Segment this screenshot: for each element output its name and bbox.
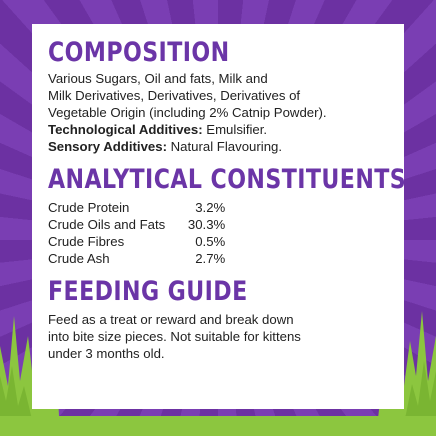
constituent-value: 30.3% [187, 217, 226, 232]
analytical-constituents-heading: ANALYTICAL CONSTITUENTS [48, 164, 407, 195]
composition-heading: COMPOSITION [48, 37, 230, 68]
sensory-additives-line: Sensory Additives: Natural Flavouring. [48, 138, 388, 155]
sensory-additives-value: Natural Flavouring. [166, 139, 283, 154]
table-row: Crude Protein 3.2% [48, 199, 225, 216]
constituent-value: 3.2% [195, 200, 226, 215]
table-row: Crude Ash 2.7% [48, 250, 225, 267]
constituent-value: 0.5% [195, 234, 226, 249]
constituents-table: Crude Protein 3.2% Crude Oils and Fats 3… [48, 199, 225, 267]
feeding-line-3: under 3 months old. [48, 346, 165, 361]
composition-line-2: Milk Derivatives, Derivatives, Derivativ… [48, 88, 301, 103]
composition-line-1: Various Sugars, Oil and fats, Milk and [48, 71, 268, 86]
technological-additives-label: Technological Additives: [48, 122, 203, 137]
feeding-line-1: Feed as a treat or reward and break down [48, 312, 294, 327]
constituent-name: Crude Fibres [48, 234, 125, 249]
info-card: COMPOSITION Various Sugars, Oil and fats… [32, 24, 407, 409]
constituent-name: Crude Protein [48, 200, 130, 215]
feeding-guide-heading: FEEDING GUIDE [48, 276, 248, 307]
constituent-name: Crude Oils and Fats [48, 217, 166, 232]
technological-additives-line: Technological Additives: Emulsifier. [48, 121, 388, 138]
feeding-line-2: into bite size pieces. Not suitable for … [48, 329, 301, 344]
constituent-name: Crude Ash [48, 251, 110, 266]
constituent-value: 2.7% [195, 251, 226, 266]
table-row: Crude Oils and Fats 30.3% [48, 216, 225, 233]
sensory-additives-label: Sensory Additives: [48, 139, 167, 154]
technological-additives-value: Emulsifier. [202, 122, 268, 137]
composition-line-3: Vegetable Origin (including 2% Catnip Po… [48, 105, 327, 120]
table-row: Crude Fibres 0.5% [48, 233, 225, 250]
